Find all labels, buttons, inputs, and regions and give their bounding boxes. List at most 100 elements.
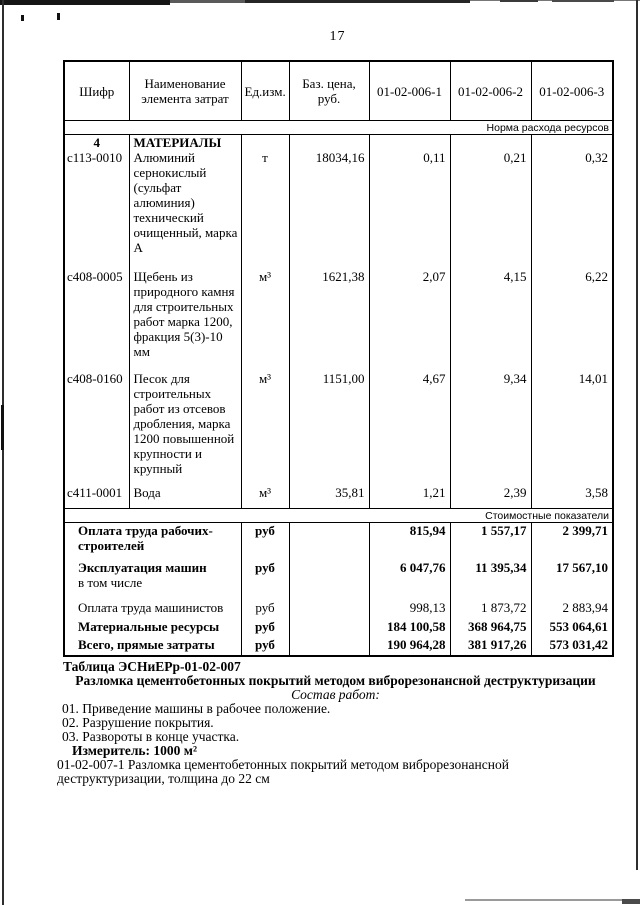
cell-unit: руб bbox=[240, 522, 290, 560]
cost-label-main: Эксплуатация машин bbox=[78, 560, 207, 575]
cell-unit: руб bbox=[240, 560, 290, 600]
cell-name: Щебень из природного камня для строитель… bbox=[128, 269, 242, 371]
cell-unit: руб bbox=[240, 619, 290, 637]
cost-label: Эксплуатация машин в том числе bbox=[63, 560, 242, 600]
cost-value-3: 2 399,71 bbox=[530, 522, 614, 560]
item-description: 01-02-007-1 Разломка цементобетонных пок… bbox=[57, 757, 509, 786]
cell-norm-1: 2,07 bbox=[368, 269, 451, 371]
cell-unit: руб bbox=[240, 600, 290, 619]
cost-value-1: 6 047,76 bbox=[368, 560, 451, 600]
table-subtitle: Разломка цементобетонных покрытий методо… bbox=[75, 673, 596, 688]
cell-norm-3: 6,22 bbox=[530, 269, 614, 371]
table-row: Материальные ресурсы руб 184 100,58 368 … bbox=[63, 619, 614, 637]
scan-edge-bottom-dark bbox=[622, 899, 640, 904]
cell-unit: м³ bbox=[240, 269, 290, 371]
scan-speck bbox=[21, 15, 24, 21]
cell-norm-2: 0,21 bbox=[449, 150, 532, 269]
cell-norm-3: 14,01 bbox=[530, 371, 614, 485]
cell-norm-1: 1,21 bbox=[368, 485, 451, 509]
cell-norm-3: 0,32 bbox=[530, 150, 614, 269]
cell-unit: м³ bbox=[240, 371, 290, 485]
col-header-name: Наименование элемента затрат bbox=[128, 60, 242, 121]
col-header-unit: Ед.изм. bbox=[240, 60, 290, 121]
band-norm-label: Норма расхода ресурсов bbox=[64, 120, 613, 135]
work-item: 03. Развороты в конце участка. bbox=[62, 729, 240, 744]
cost-value-2: 1 873,72 bbox=[449, 600, 532, 619]
table-row: Оплата труда рабочих-строителей руб 815,… bbox=[63, 522, 614, 560]
cell-unit: м³ bbox=[240, 485, 290, 509]
cost-value-3: 17 567,10 bbox=[530, 560, 614, 600]
cell-unit: руб bbox=[240, 637, 290, 656]
cell-code: с408-0160 bbox=[63, 371, 130, 485]
section-row-materials: 4 МАТЕРИАЛЫ bbox=[63, 134, 614, 150]
cost-label: Всего, прямые затраты bbox=[63, 637, 242, 656]
table-header-row: Шифр Наименование элемента затрат Ед.изм… bbox=[63, 60, 614, 121]
table-row: Эксплуатация машин в том числе руб 6 047… bbox=[63, 560, 614, 600]
cost-value-2: 381 917,26 bbox=[449, 637, 532, 656]
cost-value-3: 573 031,42 bbox=[530, 637, 614, 656]
scan-speck bbox=[57, 13, 60, 20]
scan-edge-left-dark bbox=[1, 405, 4, 450]
col-header-base-price: Баз. цена, руб. bbox=[288, 60, 370, 121]
scan-edge-top-seg bbox=[500, 0, 538, 2]
table-row: с408-0160 Песок для строительных работ и… bbox=[63, 371, 614, 485]
work-item: 01. Приведение машины в рабочее положени… bbox=[62, 701, 331, 716]
cost-value-1: 998,13 bbox=[368, 600, 451, 619]
cell-base-price: 18034,16 bbox=[288, 150, 370, 269]
table-row: с408-0005 Щебень из природного камня для… bbox=[63, 269, 614, 371]
table-row: с113-0010 Алюминий сернокислый (сульфат … bbox=[63, 150, 614, 269]
scan-edge-bottom-gray bbox=[465, 899, 625, 901]
cell-norm-1: 0,11 bbox=[368, 150, 451, 269]
works-heading: Состав работ: bbox=[291, 687, 380, 702]
cell-norm-2: 2,39 bbox=[449, 485, 532, 509]
cost-label: Оплата труда рабочих-строителей bbox=[63, 522, 242, 560]
cost-value-1: 815,94 bbox=[368, 522, 451, 560]
scan-edge-top-seg bbox=[170, 0, 245, 3]
col-header-code: Шифр bbox=[63, 60, 130, 121]
band-norm-row: Норма расхода ресурсов bbox=[64, 120, 613, 135]
col-header-006-1: 01-02-006-1 bbox=[368, 60, 451, 121]
cell-unit: т bbox=[240, 150, 290, 269]
cell-base-price: 1621,38 bbox=[288, 269, 370, 371]
cell-norm-3: 3,58 bbox=[530, 485, 614, 509]
section-code: 4 bbox=[63, 134, 130, 150]
scan-edge-top bbox=[0, 0, 640, 1]
cell-code: с411-0001 bbox=[63, 485, 130, 509]
table-row: Оплата труда машинистов руб 998,13 1 873… bbox=[63, 600, 614, 619]
cost-label-sub: в том числе bbox=[78, 575, 143, 590]
cell-code: с408-0005 bbox=[63, 269, 130, 371]
table-row: Всего, прямые затраты руб 190 964,28 381… bbox=[63, 637, 614, 656]
col-header-006-2: 01-02-006-2 bbox=[449, 60, 532, 121]
cost-label: Оплата труда машинистов bbox=[63, 600, 242, 619]
cell-name: Алюминий сернокислый (сульфат алюминия) … bbox=[128, 150, 242, 269]
cost-value-2: 368 964,75 bbox=[449, 619, 532, 637]
section-name: МАТЕРИАЛЫ bbox=[128, 134, 242, 150]
cost-norms-table: Шифр Наименование элемента затрат Ед.изм… bbox=[63, 60, 614, 657]
cost-value-2: 11 395,34 bbox=[449, 560, 532, 600]
cost-label: Материальные ресурсы bbox=[63, 619, 242, 637]
scan-edge-top-seg bbox=[552, 0, 614, 2]
table-row: с411-0001 Вода м³ 35,81 1,21 2,39 3,58 bbox=[63, 485, 614, 509]
cost-value-3: 553 064,61 bbox=[530, 619, 614, 637]
cell-base-price: 1151,00 bbox=[288, 371, 370, 485]
cell-norm-1: 4,67 bbox=[368, 371, 451, 485]
cell-norm-2: 4,15 bbox=[449, 269, 532, 371]
band-cost-row: Стоимостные показатели bbox=[64, 508, 613, 523]
cell-code: с113-0010 bbox=[63, 150, 130, 269]
col-header-006-3: 01-02-006-3 bbox=[530, 60, 614, 121]
band-cost-label: Стоимостные показатели bbox=[64, 508, 613, 523]
cell-name: Песок для строительных работ из отсевов … bbox=[128, 371, 242, 485]
cost-value-1: 184 100,58 bbox=[368, 619, 451, 637]
cell-norm-2: 9,34 bbox=[449, 371, 532, 485]
scan-edge-left bbox=[2, 0, 4, 905]
notes-block: Таблица ЭСНиЕРр-01-02-007 Разломка цемен… bbox=[57, 660, 614, 786]
page-number: 17 bbox=[329, 29, 346, 44]
cell-name: Вода bbox=[128, 485, 242, 509]
table-title: Таблица ЭСНиЕРр-01-02-007 bbox=[63, 659, 241, 674]
measure-line: Измеритель: 1000 м² bbox=[72, 743, 198, 758]
cost-value-3: 2 883,94 bbox=[530, 600, 614, 619]
cost-value-1: 190 964,28 bbox=[368, 637, 451, 656]
work-item: 02. Разрушение покрытия. bbox=[62, 715, 214, 730]
scan-edge-top-left bbox=[0, 0, 170, 5]
